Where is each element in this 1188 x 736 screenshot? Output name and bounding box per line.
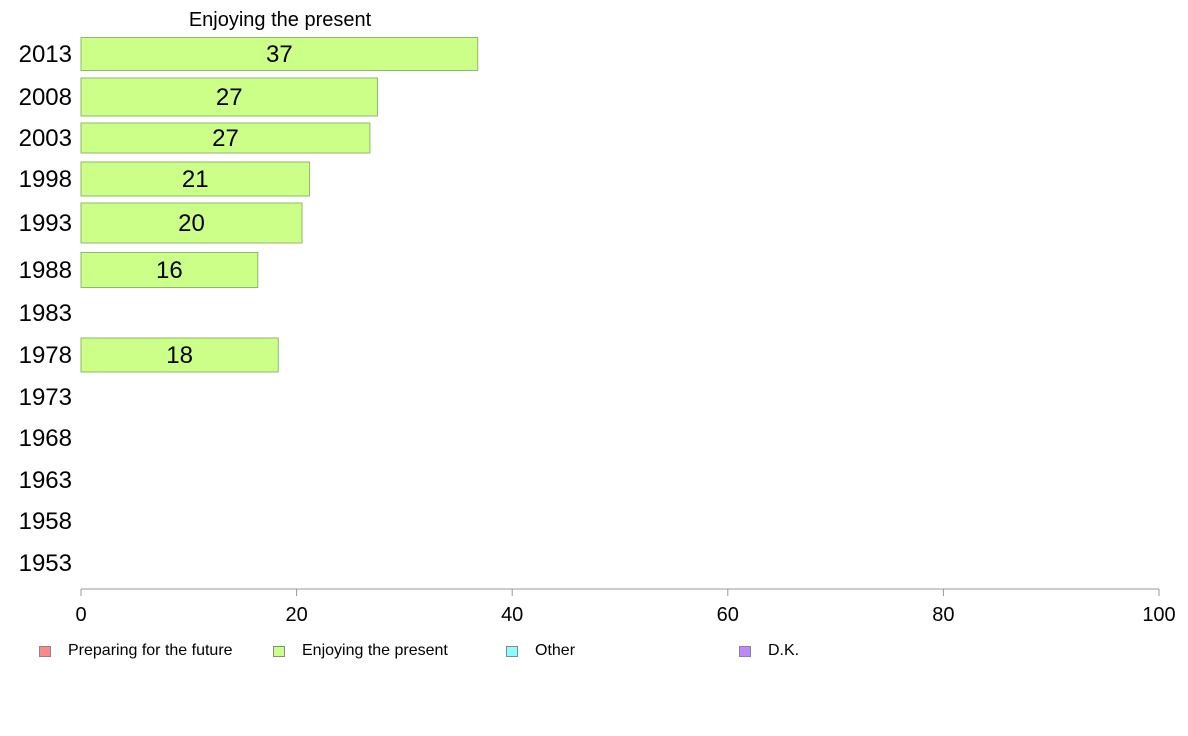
y-tick-label: 1963 (19, 467, 72, 494)
bar-2003 (80, 122, 371, 154)
y-tick-label: 2013 (19, 41, 72, 68)
y-tick-label: 2003 (19, 125, 72, 152)
legend-label-other: Other (535, 642, 576, 659)
y-tick-label: 1988 (19, 257, 72, 284)
x-tick-label: 60 (717, 604, 739, 626)
legend-item-other: Other (506, 642, 575, 660)
legend-swatch-dk-icon (739, 645, 751, 657)
x-tick-label: 80 (932, 604, 954, 626)
x-tick-label: 40 (501, 604, 523, 626)
legend-swatch-other-icon (506, 645, 518, 657)
y-tick-label: 1953 (19, 550, 72, 577)
y-tick-label: 1968 (19, 425, 72, 452)
bar-1988 (80, 252, 259, 288)
bar-1993 (80, 202, 303, 244)
y-tick-label: 1993 (19, 210, 72, 237)
legend-item-preparing: Preparing for the future (39, 642, 233, 660)
bar-value-label: 37 (266, 41, 293, 68)
x-tick-label: 100 (1142, 604, 1175, 626)
legend-label-preparing: Preparing for the future (68, 642, 233, 659)
x-axis: 0 20 40 60 80 100 (75, 588, 1176, 626)
bar-value-label: 27 (216, 84, 243, 111)
legend: Preparing for the future Enjoying the pr… (0, 642, 1188, 666)
y-tick-label: 1973 (19, 384, 72, 411)
legend-swatch-preparing-icon (39, 645, 51, 657)
bar-2013 (80, 37, 479, 71)
bar-1978 (80, 337, 279, 373)
bar-value-label: 16 (156, 257, 183, 284)
x-tick-label: 20 (285, 604, 307, 626)
y-tick-label: 1998 (19, 166, 72, 193)
chart-title: Enjoying the present (189, 9, 372, 31)
y-tick-label: 2008 (19, 84, 72, 111)
y-axis-labels: 2013 2008 2003 1998 1993 1988 1983 1978 1973 1968… (19, 41, 72, 577)
legend-swatch-enjoying-icon (273, 645, 285, 657)
y-tick-label: 1983 (19, 300, 72, 327)
bar-value-label: 27 (212, 125, 239, 152)
legend-label-enjoying: Enjoying the present (302, 642, 448, 659)
bar-value-label: 21 (182, 166, 209, 193)
x-tick-label: 0 (75, 604, 86, 626)
bar-value-label: 20 (178, 210, 205, 237)
bar-2008 (80, 77, 378, 117)
y-tick-label: 1958 (19, 508, 72, 535)
legend-item-enjoying: Enjoying the present (273, 642, 448, 660)
bar-value-label: 18 (166, 342, 193, 369)
legend-item-dk: D.K. (739, 642, 799, 660)
bar-1998 (80, 161, 311, 197)
legend-label-dk: D.K. (768, 642, 800, 659)
y-tick-label: 1978 (19, 342, 72, 369)
